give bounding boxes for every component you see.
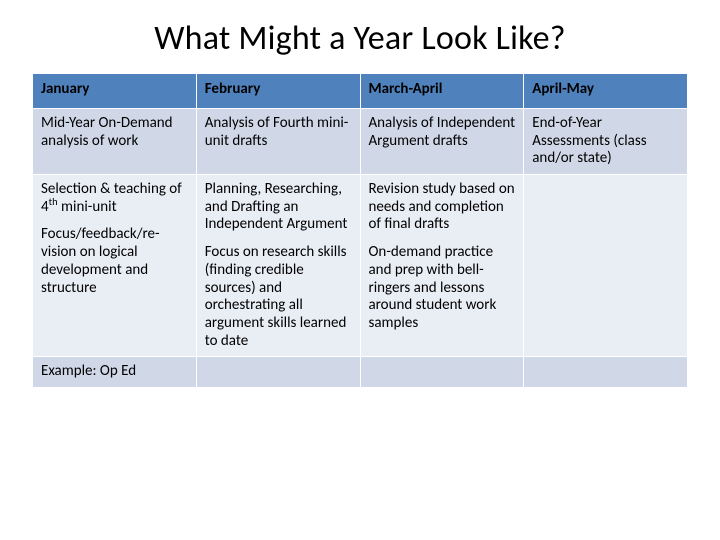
table-body: Mid-Year On-Demand analysis of work Analy… [33, 109, 688, 388]
table-cell [196, 357, 360, 388]
cell-paragraph: Planning, Researching, and Drafting an I… [205, 181, 352, 234]
table-cell: Planning, Researching, and Drafting an I… [196, 175, 360, 357]
table-cell [360, 357, 524, 388]
cell-paragraph: Analysis of Independent Argument drafts [369, 115, 516, 150]
col-header: March-April [360, 74, 524, 109]
cell-paragraph: Focus on research skills (finding credib… [205, 244, 352, 350]
cell-paragraph: Focus/feedback/re-vision on logical deve… [41, 226, 188, 297]
cell-paragraph: Revision study based on needs and comple… [369, 181, 516, 234]
cell-paragraph: Mid-Year On-Demand analysis of work [41, 115, 188, 150]
table-cell: Analysis of Fourth mini-unit drafts [196, 109, 360, 175]
col-header: February [196, 74, 360, 109]
table-cell: Analysis of Independent Argument drafts [360, 109, 524, 175]
year-table: January February March-April April-May M… [32, 73, 688, 388]
slide-container: What Might a Year Look Like? January Feb… [0, 0, 720, 540]
table-cell: Mid-Year On-Demand analysis of work [33, 109, 197, 175]
table-cell: Example: Op Ed [33, 357, 197, 388]
table-row: Example: Op Ed [33, 357, 688, 388]
table-cell: Selection & teaching of 4th mini-unit Foc… [33, 175, 197, 357]
cell-paragraph: Example: Op Ed [41, 363, 188, 381]
table-cell [524, 357, 688, 388]
cell-paragraph: Analysis of Fourth mini-unit drafts [205, 115, 352, 150]
cell-paragraph: End-of-Year Assessments (class and/or st… [532, 115, 679, 168]
cell-paragraph: On-demand practice and prep with bell-ri… [369, 244, 516, 332]
table-row: Selection & teaching of 4th mini-unit Foc… [33, 175, 688, 357]
col-header: January [33, 74, 197, 109]
page-title: What Might a Year Look Like? [32, 18, 688, 59]
table-cell: Revision study based on needs and comple… [360, 175, 524, 357]
cell-paragraph: Selection & teaching of 4th mini-unit [41, 181, 188, 216]
table-row: Mid-Year On-Demand analysis of work Analy… [33, 109, 688, 175]
table-cell [524, 175, 688, 357]
col-header: April-May [524, 74, 688, 109]
table-cell: End-of-Year Assessments (class and/or st… [524, 109, 688, 175]
table-header-row: January February March-April April-May [33, 74, 688, 109]
